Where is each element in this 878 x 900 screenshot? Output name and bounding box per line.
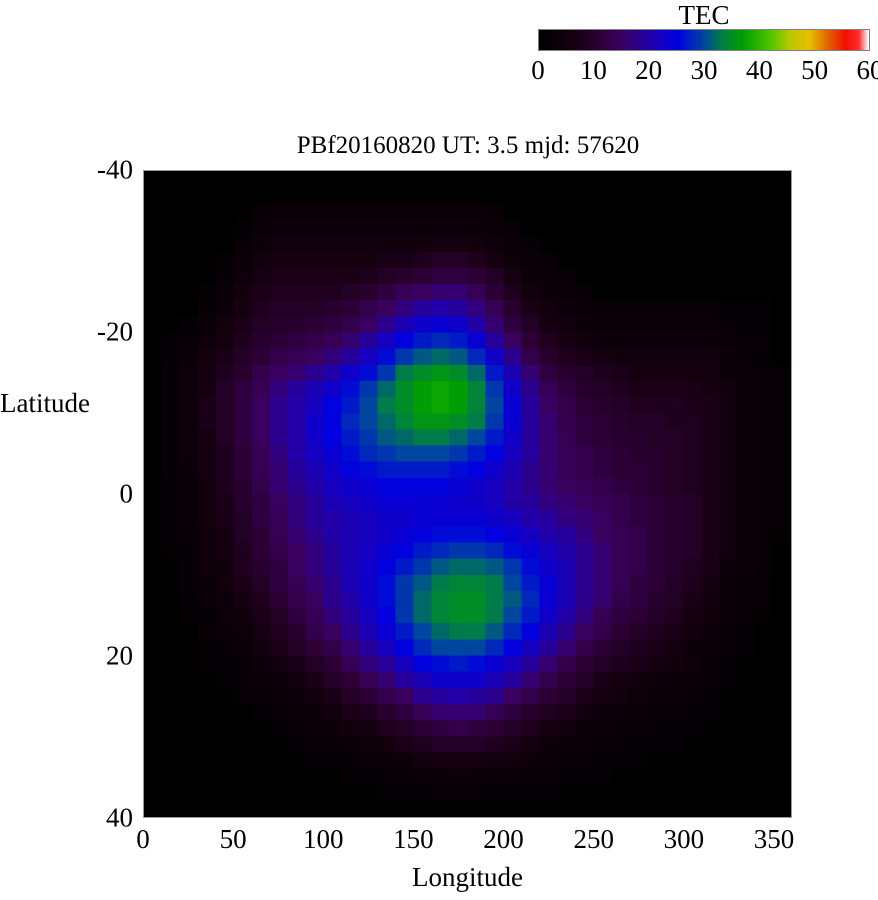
colorbar-gradient (539, 30, 869, 50)
x-tick-100: 100 (303, 824, 344, 854)
colorbar-tick-labels: 0 10 20 30 40 50 60 (518, 55, 878, 87)
colorbar-tick-40: 40 (745, 55, 773, 85)
y-tick--40: 40 (106, 802, 133, 833)
colorbar-tick-10: 10 (579, 55, 607, 85)
colorbar-strip (538, 29, 870, 51)
colorbar-tick-0: 0 (531, 55, 545, 85)
x-tick-300: 300 (663, 824, 705, 854)
y-tick-20: -20 (97, 316, 133, 347)
colorbar-tick-50: 50 (801, 55, 829, 85)
colorbar-tick-60: 60 (856, 55, 878, 85)
colorbar-tick-20: 20 (635, 55, 663, 85)
x-tick-150: 150 (393, 824, 434, 854)
x-tick-50: 50 (219, 824, 247, 854)
y-tick--20: 20 (106, 640, 133, 671)
y-tick-40: -40 (97, 154, 133, 185)
x-axis-label: Longitude (412, 862, 523, 892)
x-axis-tick-labels: 0 50 100 150 200 250 300 350 (136, 824, 795, 858)
x-tick-250: 250 (573, 824, 614, 854)
x-tick-350: 350 (753, 824, 795, 854)
colorbar-title: TEC (678, 0, 730, 30)
y-axis-tick-labels: 40 20 0 -20 -40 (0, 155, 134, 833)
x-tick-200: 200 (483, 824, 524, 854)
plot-area (143, 170, 792, 818)
page-title: PBf20160820 UT: 3.5 mjd: 57620 (296, 132, 640, 159)
y-axis-label: Latitude (0, 388, 90, 418)
y-tick-0: 0 (119, 478, 134, 509)
colorbar-tick-30: 30 (690, 55, 718, 85)
x-tick-0: 0 (136, 824, 150, 854)
heatmap-image (144, 171, 791, 817)
